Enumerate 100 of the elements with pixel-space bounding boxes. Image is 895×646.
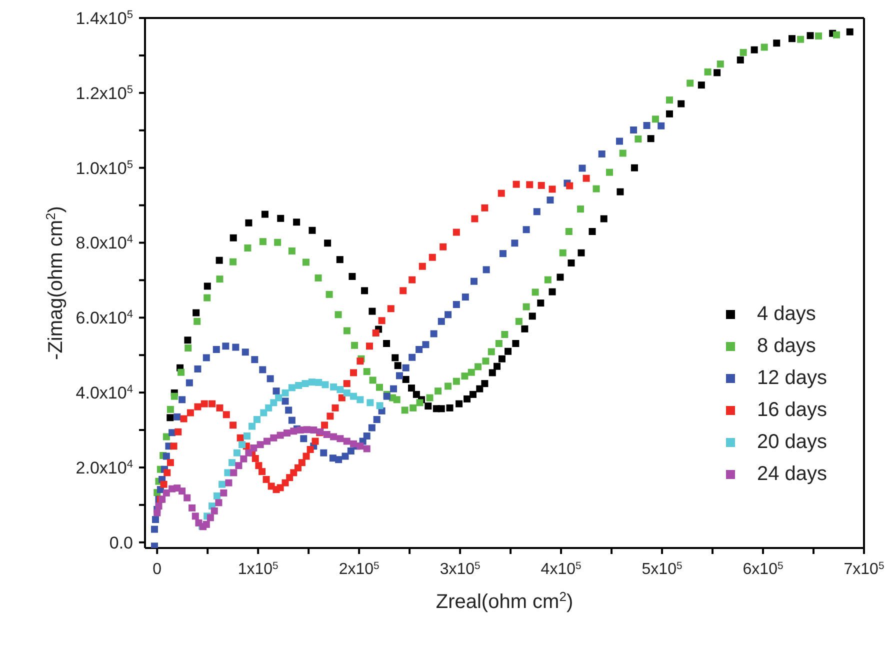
point [262, 476, 270, 483]
point [218, 480, 226, 488]
x-tick-label: 2x10$^{5}$ [338, 560, 380, 578]
point [343, 380, 350, 388]
point [338, 394, 346, 402]
point [275, 394, 282, 402]
point [326, 412, 334, 420]
point [350, 369, 358, 376]
point [376, 402, 384, 410]
point [356, 358, 364, 365]
legend-label: 8 days [757, 334, 816, 359]
point [288, 384, 296, 392]
point [418, 262, 426, 270]
point [306, 446, 314, 453]
point [215, 499, 222, 506]
point [282, 479, 289, 486]
point [154, 509, 161, 516]
point [238, 441, 246, 448]
point [582, 174, 590, 182]
point [162, 489, 170, 496]
point [214, 492, 220, 500]
x-tick-label: 4x10$^{5}$ [540, 560, 582, 578]
point [220, 489, 228, 496]
y-tick-label: 0.0 [109, 533, 133, 552]
point [343, 389, 350, 396]
point [566, 182, 574, 190]
point [332, 404, 339, 412]
point [210, 507, 218, 514]
point [202, 520, 210, 528]
y-tick-label: 1.2x10$^{5}$ [76, 84, 133, 103]
point [208, 400, 216, 408]
point [245, 449, 252, 456]
point [481, 204, 488, 212]
point [400, 287, 407, 294]
point [240, 455, 248, 462]
point [336, 386, 344, 394]
point [440, 243, 447, 250]
point [186, 409, 194, 416]
point [302, 452, 310, 460]
point [228, 459, 236, 466]
point [258, 468, 266, 476]
legend-label: 12 days [757, 366, 828, 391]
point [270, 434, 278, 442]
point [321, 422, 328, 429]
point [356, 396, 364, 404]
point [330, 383, 338, 390]
point [282, 389, 289, 396]
point [166, 459, 174, 466]
point [188, 504, 196, 512]
point [180, 415, 188, 422]
x-tick-label: 1x10$^{5}$ [238, 560, 279, 578]
y-tick-label: 2.0x10$^{4}$ [76, 458, 133, 478]
x-tick-label: 7x10$^{5}$ [844, 560, 884, 578]
y-tick-label: 8.0x10$^{4}$ [76, 234, 133, 253]
point [235, 462, 242, 470]
point [294, 464, 302, 472]
point [548, 186, 556, 193]
point [206, 514, 214, 522]
point [174, 428, 182, 436]
point [378, 317, 386, 324]
point [366, 399, 374, 406]
point [170, 442, 178, 450]
point [233, 449, 240, 456]
point [312, 438, 319, 445]
point [366, 342, 373, 350]
x-axis-title: Zreal(ohm cm$^{2}$) [436, 588, 574, 613]
point [192, 512, 199, 520]
point [298, 459, 306, 466]
x-tick-label: 6x10$^{5}$ [742, 560, 784, 578]
point [256, 441, 264, 448]
point [252, 454, 259, 462]
y-tick-label: 1.0x10$^{5}$ [76, 158, 133, 178]
point [178, 488, 186, 495]
point [363, 445, 370, 452]
point [387, 305, 394, 312]
point [512, 180, 520, 188]
point [538, 182, 545, 189]
point [216, 404, 224, 412]
point [225, 479, 232, 486]
point [250, 444, 258, 452]
point [194, 403, 202, 410]
point [428, 254, 436, 261]
point [248, 422, 256, 430]
point [526, 181, 534, 188]
x-tick-label: 0 [152, 561, 162, 578]
point [200, 400, 208, 408]
point [230, 469, 238, 476]
legend-label: 4 days [757, 302, 816, 327]
point [164, 469, 171, 476]
y-tick-label: 4.0x10$^{4}$ [76, 384, 133, 403]
point [372, 330, 380, 337]
point [263, 438, 270, 445]
point [253, 416, 260, 424]
point [222, 411, 230, 418]
legend-label: 24 days [757, 462, 828, 487]
point [350, 392, 358, 400]
x-tick-label: 5x10$^{5}$ [642, 560, 682, 578]
x-tick-label: 3x10$^{5}$ [440, 560, 481, 578]
point [184, 494, 191, 502]
point [408, 276, 416, 284]
